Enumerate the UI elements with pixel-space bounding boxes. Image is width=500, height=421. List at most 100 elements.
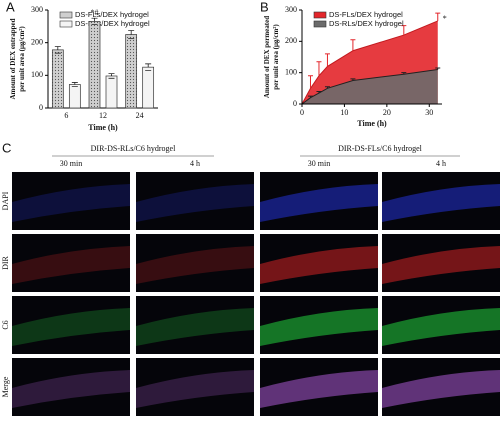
y-tick-label: 0 [293, 99, 297, 108]
y-axis-label: per unit area (μg/cm²) [272, 24, 280, 90]
tissue-band [260, 370, 378, 408]
error-bar [435, 12, 441, 21]
y-axis-label: Amount of DEX permeated [263, 16, 271, 98]
tissue-band [136, 246, 254, 284]
micrograph [382, 358, 500, 416]
micrograph [260, 172, 378, 230]
error-bar [324, 86, 330, 89]
error-bar [316, 90, 322, 94]
column-label: 4 h [190, 159, 200, 168]
area [302, 69, 438, 104]
y-tick-label: 100 [285, 67, 297, 76]
error-bar [350, 39, 356, 51]
x-tick-label: 24 [136, 111, 144, 120]
x-tick-label: 30 [425, 108, 433, 117]
legend-label: DS-RLs/DEX hydrogel [75, 19, 150, 28]
error-bar [54, 46, 61, 54]
row-label: C6 [1, 320, 10, 329]
micrograph [136, 296, 254, 354]
tissue-band [260, 246, 378, 284]
error-bar [401, 25, 407, 36]
error-bar [324, 53, 330, 67]
panel-label: C [2, 140, 11, 155]
tissue-band [382, 246, 500, 284]
error-bar [307, 75, 313, 89]
tissue-band [260, 308, 378, 346]
tissue-band [382, 370, 500, 408]
y-tick-label: 300 [285, 5, 297, 14]
error-bar [307, 95, 313, 98]
y-tick-label: 0 [39, 103, 43, 112]
tissue-band [136, 370, 254, 408]
error-bar [350, 78, 356, 81]
micrograph [12, 358, 130, 416]
tissue-band [12, 184, 130, 222]
y-tick-label: 200 [31, 37, 43, 46]
tissue-band [260, 184, 378, 222]
tissue-band [12, 246, 130, 284]
y-tick-label: 100 [31, 70, 43, 79]
error-bar [435, 67, 441, 70]
bar-pattern [52, 49, 64, 108]
error-bar [108, 73, 115, 79]
error-bar [128, 30, 135, 39]
annotation: *# [91, 8, 99, 17]
tissue-band [382, 308, 500, 346]
y-tick-label: 300 [31, 5, 43, 14]
y-axis-label: Amount of DEX entrapped [9, 18, 17, 99]
group-label: DIR-DS-RLs/C6 hydrogel [91, 144, 176, 153]
tissue-band [12, 308, 130, 346]
x-tick-label: 6 [64, 111, 68, 120]
x-tick-label: 12 [99, 111, 107, 120]
error-bar [71, 82, 78, 87]
tissue-band [382, 184, 500, 222]
micrograph [12, 234, 130, 292]
column-label: 4 h [436, 159, 446, 168]
y-tick-label: 200 [285, 36, 297, 45]
x-tick-label: 0 [300, 108, 304, 117]
annotation: * [443, 14, 447, 23]
error-bar [145, 63, 152, 71]
micrograph [260, 234, 378, 292]
micrograph [12, 296, 130, 354]
micrograph [12, 172, 130, 230]
y-axis-label: per unit area (μg/cm²) [18, 26, 26, 92]
error-bar [316, 61, 322, 76]
panel-label: B [260, 0, 269, 14]
legend-label: DS-FLs/DEX hydrogel [329, 10, 403, 19]
x-tick-label: 10 [340, 108, 348, 117]
tissue-band [12, 370, 130, 408]
micrograph [260, 358, 378, 416]
legend-swatch [313, 11, 327, 19]
bar [142, 66, 155, 109]
error-bar [401, 72, 407, 75]
micrograph [136, 234, 254, 292]
bar-pattern [125, 34, 137, 108]
legend-label: DS-RLs/DEX hydrogel [329, 19, 404, 28]
legend-label: DS-FLs/DEX hydrogel [75, 10, 149, 19]
column-label: 30 min [60, 159, 82, 168]
legend-swatch [313, 20, 327, 28]
tissue-band [136, 308, 254, 346]
x-axis-label: Time (h) [88, 123, 118, 132]
x-tick-label: 20 [383, 108, 391, 117]
bar [68, 84, 81, 109]
bar-pattern [89, 21, 100, 108]
micrograph [382, 234, 500, 292]
micrograph [382, 296, 500, 354]
bar [105, 75, 118, 109]
micrograph [136, 358, 254, 416]
row-label: Merge [1, 376, 10, 397]
legend-swatch [59, 11, 73, 19]
micrograph [260, 296, 378, 354]
group-label: DIR-DS-FLs/C6 hydrogel [338, 144, 423, 153]
tissue-band [136, 184, 254, 222]
column-label: 30 min [308, 159, 330, 168]
micrograph [136, 172, 254, 230]
micrograph [382, 172, 500, 230]
row-label: DAPI [1, 191, 10, 210]
error-bar [91, 17, 98, 26]
row-label: DIR [1, 255, 10, 269]
x-axis-label: Time (h) [357, 119, 387, 128]
